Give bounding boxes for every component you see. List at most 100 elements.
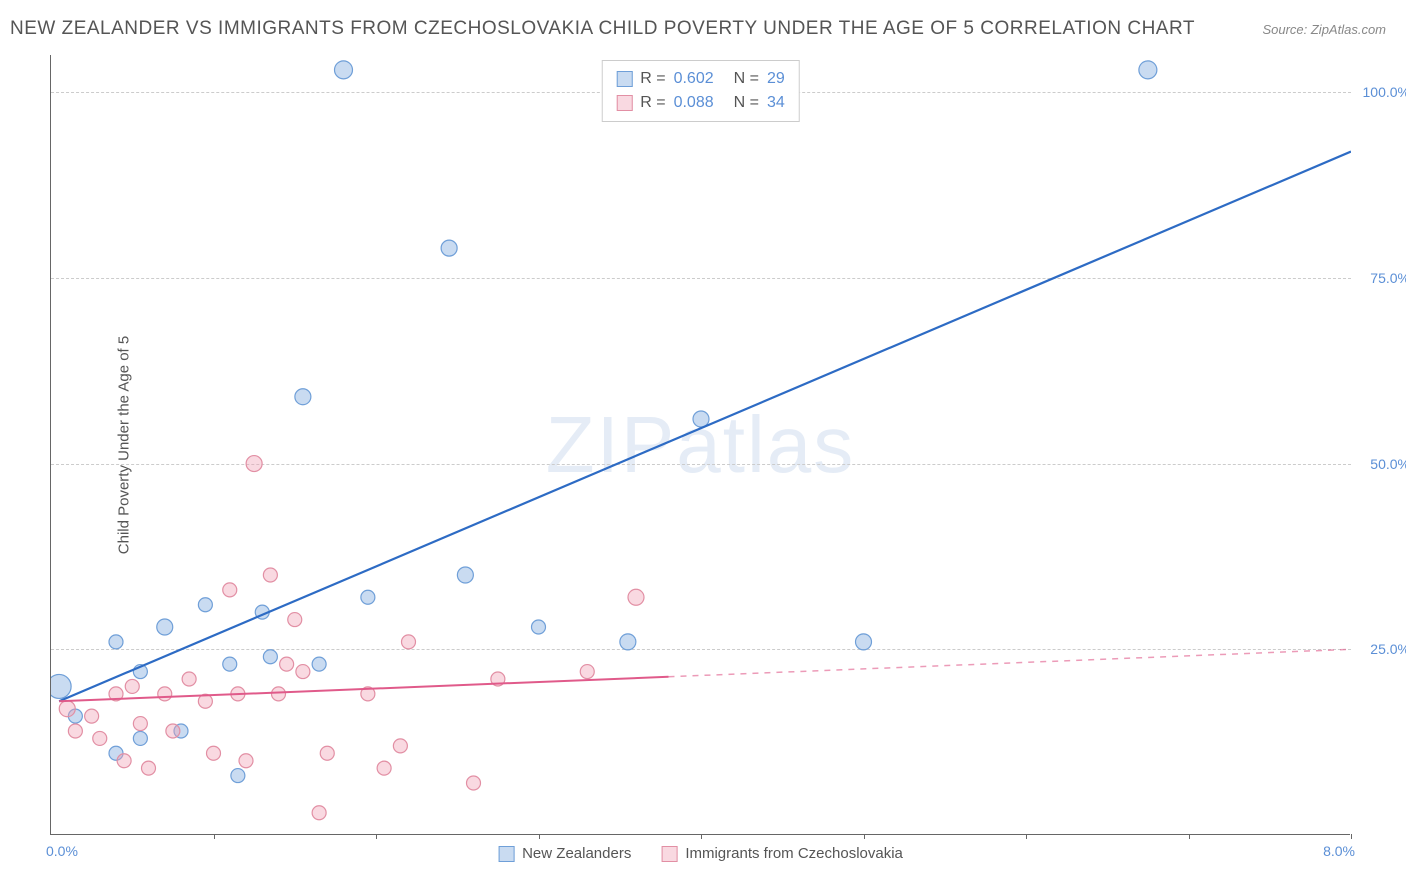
legend-n-label-b: N =	[734, 91, 759, 115]
legend-row-series-a: R = 0.602 N = 29	[616, 67, 785, 91]
y-tick-label: 75.0%	[1355, 270, 1406, 286]
series-legend-item-a: New Zealanders	[498, 845, 631, 862]
scatter-point	[142, 761, 156, 775]
scatter-point	[320, 746, 334, 760]
scatter-point	[223, 657, 237, 671]
chart-title: NEW ZEALANDER VS IMMIGRANTS FROM CZECHOS…	[10, 18, 1195, 40]
legend-swatch-b	[616, 95, 632, 111]
scatter-point	[457, 567, 473, 583]
scatter-point	[109, 635, 123, 649]
scatter-point	[182, 672, 196, 686]
scatter-point	[198, 694, 212, 708]
series-label-a: New Zealanders	[522, 845, 631, 862]
scatter-point	[312, 657, 326, 671]
plot-area: ZIPatlas 25.0%50.0%75.0%100.0% R = 0.602…	[50, 55, 1350, 835]
scatter-point	[133, 665, 147, 679]
scatter-point	[491, 672, 505, 686]
scatter-point	[402, 635, 416, 649]
scatter-point	[231, 769, 245, 783]
x-tick	[1351, 834, 1352, 839]
scatter-point	[207, 746, 221, 760]
scatter-point	[133, 717, 147, 731]
scatter-point	[231, 687, 245, 701]
x-min-label: 0.0%	[46, 843, 78, 859]
scatter-point	[166, 724, 180, 738]
x-max-label: 8.0%	[1323, 843, 1355, 859]
scatter-point	[133, 731, 147, 745]
trend-line	[59, 152, 1351, 702]
gridline	[51, 649, 1351, 650]
series-swatch-b	[661, 846, 677, 862]
legend-r-value-b: 0.088	[674, 91, 714, 115]
scatter-point	[255, 605, 269, 619]
source-attribution: Source: ZipAtlas.com	[1262, 22, 1386, 37]
scatter-point	[125, 679, 139, 693]
legend-r-label-a: R =	[640, 67, 665, 91]
x-tick	[701, 834, 702, 839]
scatter-point	[620, 634, 636, 650]
scatter-point	[198, 598, 212, 612]
scatter-point	[51, 674, 71, 698]
scatter-point	[272, 687, 286, 701]
scatter-point	[263, 568, 277, 582]
legend-r-value-a: 0.602	[674, 67, 714, 91]
y-tick-label: 50.0%	[1355, 456, 1406, 472]
scatter-point	[377, 761, 391, 775]
scatter-point	[856, 634, 872, 650]
scatter-point	[312, 806, 326, 820]
correlation-legend: R = 0.602 N = 29 R = 0.088 N = 34	[601, 60, 800, 122]
scatter-point	[1139, 61, 1157, 79]
scatter-point	[263, 650, 277, 664]
scatter-point	[158, 687, 172, 701]
scatter-point	[295, 389, 311, 405]
scatter-point	[109, 746, 123, 760]
x-tick	[864, 834, 865, 839]
y-tick-label: 25.0%	[1355, 641, 1406, 657]
watermark: ZIPatlas	[546, 399, 855, 491]
scatter-point	[335, 61, 353, 79]
legend-n-value-b: 34	[767, 91, 785, 115]
trend-line-solid	[59, 677, 668, 702]
scatter-point	[68, 709, 82, 723]
scatter-point	[532, 620, 546, 634]
scatter-point	[296, 665, 310, 679]
scatter-point	[693, 411, 709, 427]
x-tick	[376, 834, 377, 839]
gridline	[51, 464, 1351, 465]
scatter-point	[361, 687, 375, 701]
scatter-point	[109, 687, 123, 701]
scatter-point	[59, 701, 75, 717]
scatter-point	[174, 724, 188, 738]
scatter-point	[580, 665, 594, 679]
scatter-point	[361, 590, 375, 604]
legend-r-label-b: R =	[640, 91, 665, 115]
scatter-point	[393, 739, 407, 753]
series-legend-item-b: Immigrants from Czechoslovakia	[661, 845, 903, 862]
scatter-svg	[51, 55, 1351, 835]
scatter-point	[239, 754, 253, 768]
trend-line-dashed	[669, 649, 1352, 676]
gridline	[51, 278, 1351, 279]
scatter-point	[93, 731, 107, 745]
scatter-point	[117, 754, 131, 768]
scatter-point	[223, 583, 237, 597]
legend-row-series-b: R = 0.088 N = 34	[616, 91, 785, 115]
series-legend: New Zealanders Immigrants from Czechoslo…	[498, 845, 903, 862]
scatter-point	[288, 613, 302, 627]
chart-container: Child Poverty Under the Age of 5 ZIPatla…	[50, 55, 1390, 835]
legend-n-value-a: 29	[767, 67, 785, 91]
legend-swatch-a	[616, 71, 632, 87]
series-swatch-a	[498, 846, 514, 862]
scatter-point	[467, 776, 481, 790]
scatter-point	[441, 240, 457, 256]
x-tick	[214, 834, 215, 839]
scatter-point	[68, 724, 82, 738]
x-tick	[1026, 834, 1027, 839]
scatter-point	[280, 657, 294, 671]
series-label-b: Immigrants from Czechoslovakia	[685, 845, 903, 862]
x-tick	[539, 834, 540, 839]
legend-n-label-a: N =	[734, 67, 759, 91]
scatter-point	[157, 619, 173, 635]
x-tick	[1189, 834, 1190, 839]
scatter-point	[628, 589, 644, 605]
